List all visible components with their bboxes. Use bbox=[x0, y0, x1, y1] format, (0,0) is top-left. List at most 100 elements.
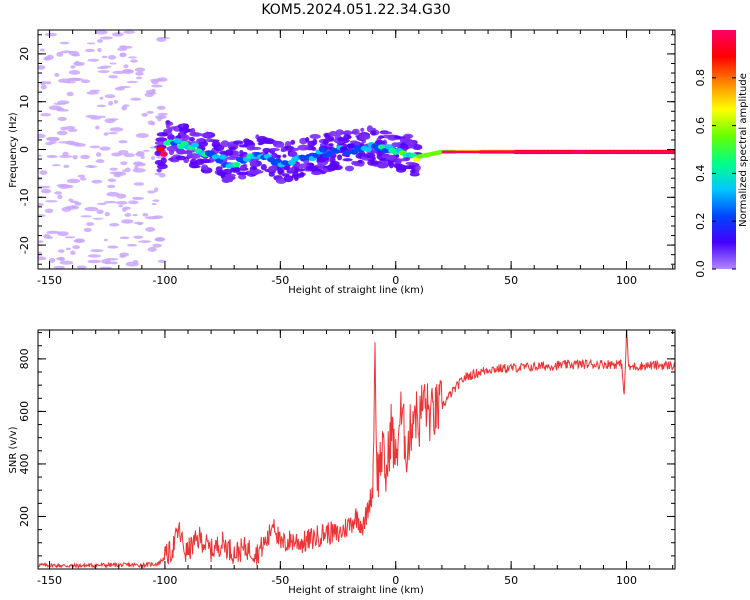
spectrogram-signal-cell bbox=[198, 137, 205, 143]
spectrogram-noise-cell bbox=[146, 110, 154, 114]
colorbar-tick-label: 0.2 bbox=[694, 212, 707, 230]
spectrogram-noise-cell bbox=[92, 217, 104, 220]
colorbar-axes: 0.0 0.2 0.4 0.6 0.8 bbox=[694, 69, 736, 278]
spectrogram-signal-cell bbox=[283, 145, 295, 151]
spectrogram-signal-cell bbox=[268, 172, 275, 177]
spectrogram-noise-cell bbox=[49, 257, 56, 263]
spec-y-tick-label: -20 bbox=[18, 236, 31, 254]
spectrogram-noise-cell bbox=[141, 112, 148, 117]
spectrogram-noise-cell bbox=[123, 30, 136, 34]
spectrogram-noise-cell bbox=[89, 165, 95, 169]
spectrogram-noise-cell bbox=[122, 207, 127, 212]
spectrogram-signal-cell bbox=[384, 154, 397, 160]
spectrogram-noise-cell bbox=[106, 191, 120, 197]
spectrogram-noise-cell bbox=[107, 184, 116, 189]
spectrogram-signal-cell bbox=[289, 151, 298, 158]
spectrogram-signal-cell bbox=[322, 139, 329, 145]
spectrogram-noise-cell bbox=[56, 51, 64, 57]
spectrogram-signal-cell bbox=[411, 168, 416, 174]
spectrogram-noise-cell bbox=[150, 156, 156, 161]
colorbar-tick-label: 0.4 bbox=[694, 165, 707, 183]
spectrogram-noise-cell bbox=[99, 266, 112, 269]
spectrogram-signal-cell bbox=[175, 155, 187, 161]
colorbar-tick-label: 0.0 bbox=[694, 260, 707, 278]
spectrogram-noise-cell bbox=[96, 39, 103, 43]
spectrogram-noise-cell bbox=[84, 48, 96, 53]
snr-y-tick-label: 400 bbox=[18, 453, 31, 474]
spectrogram-signal-cell bbox=[232, 140, 244, 145]
spectrogram-noise-cell bbox=[142, 212, 149, 217]
spectrogram-ridge-cell bbox=[173, 138, 182, 144]
spectrogram-noise-cell bbox=[123, 153, 135, 158]
snr-x-tick-label: -100 bbox=[152, 574, 177, 587]
spectrogram-signal-cell bbox=[360, 127, 365, 133]
spectrogram-noise-cell bbox=[145, 227, 156, 232]
spectrogram-signal-cell bbox=[280, 146, 286, 152]
spectrogram-noise-cell bbox=[104, 211, 110, 217]
spectrogram-signal-cell bbox=[299, 171, 305, 178]
spectrogram-noise-cell bbox=[132, 196, 145, 201]
spectrogram-signal-cell bbox=[218, 150, 229, 155]
spectrogram-noise-cell bbox=[110, 261, 118, 265]
spectrogram-noise-cell bbox=[44, 56, 51, 61]
spectrogram-noise-cell bbox=[46, 155, 58, 159]
snr-x-tick-label: 50 bbox=[504, 574, 518, 587]
snr-y-tick-label: 800 bbox=[18, 348, 31, 369]
spectrogram-noise-cell bbox=[112, 32, 124, 37]
spectrogram-signal-cell bbox=[305, 165, 316, 171]
spectrogram-noise-cell bbox=[103, 200, 118, 204]
spectrogram-noise-cell bbox=[95, 125, 100, 130]
spectrogram-signal-cell bbox=[272, 165, 278, 172]
spectrogram-signal-cell bbox=[297, 144, 310, 151]
spectrogram-noise-cell bbox=[99, 96, 104, 100]
spectrogram-noise-cell bbox=[40, 80, 46, 86]
spectrogram-signal-cell bbox=[156, 163, 168, 170]
spectrogram-noise-cell bbox=[103, 238, 108, 242]
spectrogram-signal-cell bbox=[268, 166, 274, 171]
snr-series-line bbox=[38, 330, 675, 569]
spectrogram-signal-cell bbox=[257, 135, 268, 143]
spectrogram-noise-cell bbox=[157, 259, 166, 263]
spectrogram-noise-cell bbox=[55, 257, 65, 261]
spectrogram-signal-cell bbox=[399, 142, 407, 149]
spectrogram-noise-cell bbox=[44, 208, 54, 214]
spectrogram-noise-cell bbox=[97, 47, 102, 53]
spectrogram-noise-cell bbox=[74, 238, 86, 243]
spectrogram-signal-cell bbox=[388, 161, 394, 169]
spectrogram-signal-cell bbox=[307, 140, 316, 148]
spectrogram-x-axis-label: Height of straight line (km) bbox=[288, 285, 424, 296]
spectrogram-noise-cell bbox=[147, 120, 154, 126]
spectrogram-noise-cell bbox=[121, 105, 128, 111]
spectrogram-signal-cell bbox=[249, 146, 262, 151]
spectrogram-noise-cell bbox=[62, 151, 69, 157]
spectrogram-noise-cell bbox=[157, 112, 169, 116]
spectrogram-noise-cell bbox=[38, 65, 46, 70]
spectrogram-noise-cell bbox=[70, 77, 84, 81]
spectrogram-noise-cell bbox=[73, 143, 86, 147]
spectrogram-noise-cell bbox=[80, 154, 90, 160]
spectrogram-signal-cell bbox=[394, 135, 401, 139]
spectrogram-noise-cell bbox=[70, 250, 76, 255]
spectrogram-signal-cell bbox=[405, 165, 417, 170]
spectrogram-signal-cell bbox=[377, 162, 383, 168]
spectrogram-signal-cell bbox=[324, 133, 330, 139]
spectrogram-noise-cell bbox=[151, 84, 163, 88]
snr-x-tick-label: -150 bbox=[37, 574, 62, 587]
spectrogram-signal-cell bbox=[155, 137, 168, 142]
spectrogram-noise-cell bbox=[64, 81, 77, 84]
spectrogram-signal-cell bbox=[169, 158, 180, 163]
spectrogram-signal-cell bbox=[347, 135, 352, 139]
spectrogram-signal-cell bbox=[220, 140, 230, 148]
spectrogram-ridge-cell bbox=[159, 151, 168, 157]
spectrogram-noise-cell bbox=[99, 146, 111, 151]
spec-y-tick-label: 10 bbox=[18, 95, 31, 109]
spectrogram-noise-cell bbox=[154, 237, 166, 242]
spectrogram-noise-cell bbox=[40, 84, 47, 90]
spectrogram-noise-cell bbox=[108, 75, 119, 79]
spectrogram-noise-cell bbox=[135, 71, 144, 76]
spectrogram-signal-cell bbox=[366, 125, 373, 133]
spectrogram-noise-cell bbox=[90, 249, 104, 253]
spectrogram-noise-cell bbox=[96, 202, 108, 205]
spectrogram-signal-cell bbox=[270, 148, 280, 152]
